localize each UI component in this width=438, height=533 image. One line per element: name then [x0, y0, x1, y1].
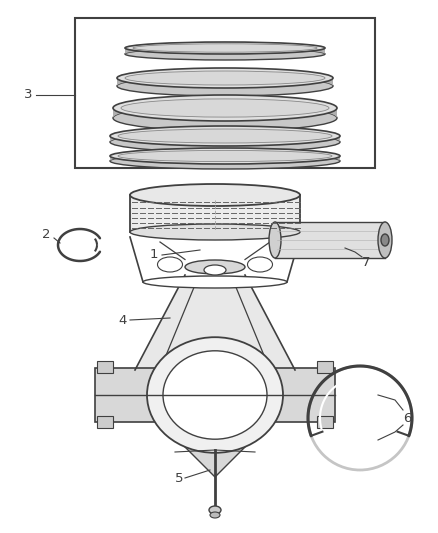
Text: 1: 1 [150, 248, 159, 262]
Ellipse shape [125, 71, 325, 85]
Text: 6: 6 [403, 411, 411, 424]
Ellipse shape [118, 150, 332, 161]
Ellipse shape [118, 129, 332, 143]
Ellipse shape [204, 265, 226, 275]
Ellipse shape [117, 76, 333, 96]
Text: 3: 3 [24, 88, 32, 101]
Ellipse shape [247, 257, 272, 272]
Ellipse shape [147, 337, 283, 453]
Ellipse shape [125, 42, 325, 54]
Ellipse shape [125, 48, 325, 60]
Polygon shape [113, 95, 337, 118]
Bar [317, 416, 333, 428]
Ellipse shape [113, 95, 337, 121]
Text: 4: 4 [118, 313, 127, 327]
Text: 5: 5 [175, 472, 184, 484]
Polygon shape [110, 126, 340, 142]
Polygon shape [130, 195, 300, 232]
Polygon shape [160, 422, 270, 477]
Bar [97, 416, 113, 428]
Ellipse shape [130, 224, 300, 240]
Bar [75, 18, 375, 168]
Ellipse shape [121, 99, 329, 117]
Ellipse shape [117, 68, 333, 88]
Polygon shape [125, 42, 325, 54]
Text: 2: 2 [42, 229, 50, 241]
Text: 7: 7 [362, 255, 371, 269]
Polygon shape [117, 68, 333, 86]
Bar [275, 222, 385, 258]
Bar [317, 361, 333, 373]
Polygon shape [110, 148, 340, 161]
Ellipse shape [381, 234, 389, 246]
Ellipse shape [110, 126, 340, 146]
Ellipse shape [163, 351, 267, 439]
Ellipse shape [110, 148, 340, 164]
Bar [97, 361, 113, 373]
Ellipse shape [378, 222, 392, 258]
Ellipse shape [210, 512, 220, 518]
Ellipse shape [110, 153, 340, 169]
Ellipse shape [185, 260, 245, 274]
Ellipse shape [130, 184, 300, 206]
Ellipse shape [209, 506, 221, 514]
Polygon shape [135, 275, 295, 370]
Polygon shape [95, 368, 335, 422]
Ellipse shape [113, 105, 337, 131]
Ellipse shape [110, 132, 340, 152]
Ellipse shape [269, 222, 281, 258]
Ellipse shape [143, 276, 287, 288]
Ellipse shape [158, 257, 183, 272]
Ellipse shape [133, 44, 317, 52]
